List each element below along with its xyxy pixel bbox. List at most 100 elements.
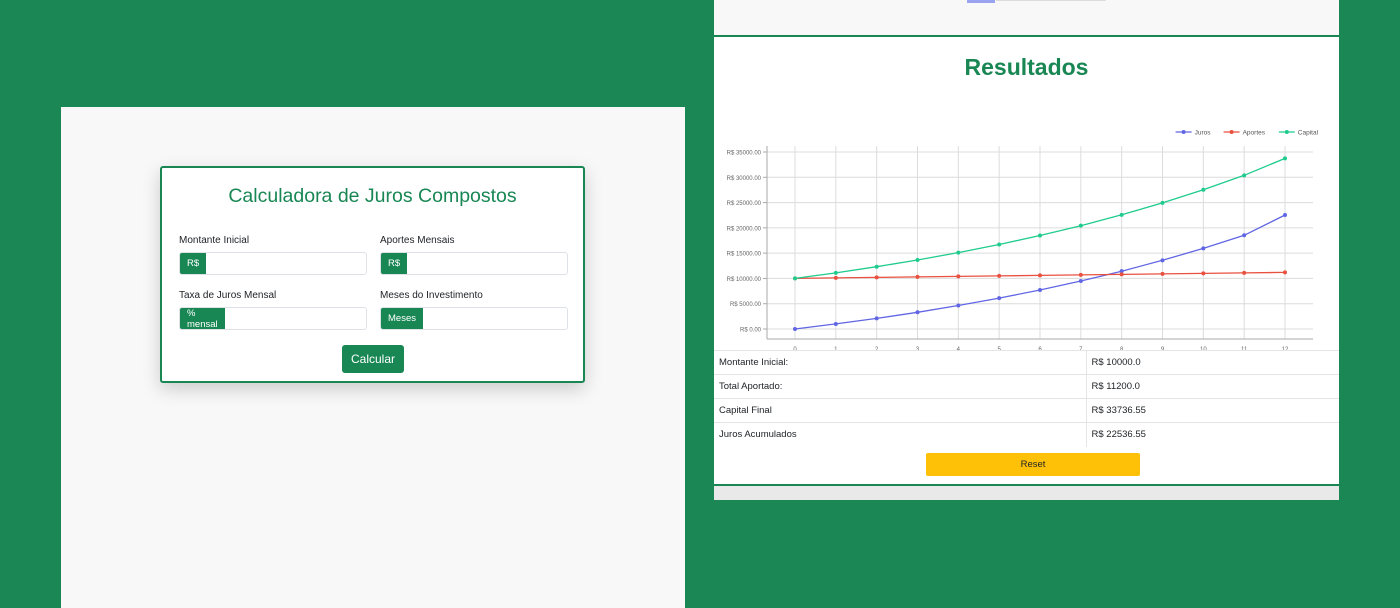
- results-chart: R$ 0.00 R$ 5000.00 R$ 10000.00 R$ 15000.00 R…: [727, 130, 1319, 351]
- monthly-contribution-field: Aportes Mensais R$: [380, 235, 568, 275]
- data-point-aportes: [997, 273, 1002, 278]
- x-tick-label: 10: [1200, 347, 1207, 350]
- investment-months-input[interactable]: [422, 308, 567, 329]
- top-strip-accent: [967, 0, 995, 3]
- y-tick-label: R$ 25000.00: [727, 201, 762, 207]
- percent-prefix: % mensal: [180, 308, 225, 329]
- data-point-capital: [956, 250, 961, 255]
- investment-months-group: Meses: [380, 307, 568, 330]
- data-point-capital: [1242, 173, 1247, 178]
- legend-label: Juros: [1195, 130, 1212, 137]
- data-point-capital: [874, 264, 879, 269]
- table-row: Juros Acumulados R$ 22536.55: [714, 422, 1339, 447]
- x-tick-label: 11: [1241, 347, 1248, 350]
- chart-grid: [767, 146, 1313, 339]
- results-title: Resultados: [964, 54, 1089, 80]
- y-tick-label: R$ 15000.00: [727, 252, 762, 258]
- data-point-juros: [997, 296, 1002, 301]
- initial-amount-field: Montante Inicial R$: [179, 235, 367, 275]
- row-label: Juros Acumulados: [714, 422, 1086, 447]
- x-tick-label: 3: [916, 347, 920, 350]
- legend-label: Capital: [1298, 130, 1319, 137]
- interest-rate-label: Taxa de Juros Mensal: [179, 290, 277, 301]
- x-tick-label: 1: [834, 347, 838, 350]
- data-point-aportes: [956, 274, 961, 279]
- chart-series: [793, 156, 1287, 331]
- chart-legend: Juros Aportes Capital: [1175, 130, 1319, 137]
- table-row: Total Aportado: R$ 11200.0: [714, 374, 1339, 399]
- monthly-contribution-input[interactable]: [407, 253, 567, 274]
- x-tick-label: 2: [875, 347, 879, 350]
- results-panel: Resultados R$ 0.00 R$ 5000.00 R$ 10000.00 R…: [714, 0, 1339, 500]
- y-tick-label: R$ 10000.00: [727, 277, 762, 283]
- row-value: R$ 11200.0: [1085, 374, 1339, 399]
- data-point-aportes: [1078, 272, 1083, 277]
- calculate-button[interactable]: Calcular: [342, 345, 404, 373]
- data-point-aportes: [1038, 273, 1042, 278]
- data-point-capital: [1119, 212, 1124, 217]
- data-point-juros: [1242, 233, 1247, 238]
- reset-button[interactable]: Reset: [926, 453, 1140, 476]
- chart-axes: R$ 0.00 R$ 5000.00 R$ 10000.00 R$ 15000.00 R…: [727, 146, 1313, 350]
- interest-rate-input[interactable]: [224, 308, 366, 329]
- y-tick-label: R$ 35000.00: [727, 151, 762, 157]
- legend-marker: [1181, 130, 1186, 134]
- data-point-aportes: [1242, 270, 1247, 275]
- table-row: Montante Inicial: R$ 10000.0: [714, 350, 1339, 375]
- data-point-juros: [833, 321, 838, 326]
- initial-amount-input[interactable]: [206, 253, 366, 274]
- row-label: Capital Final: [714, 398, 1086, 423]
- y-tick-label: R$ 20000.00: [727, 226, 762, 232]
- calculator-panel: Calculadora de Juros Compostos Montante …: [61, 107, 685, 608]
- legend-marker: [1229, 130, 1234, 134]
- months-prefix: Meses: [381, 308, 423, 329]
- data-point-juros: [915, 310, 920, 315]
- data-point-aportes: [1201, 271, 1206, 276]
- x-tick-label: 5: [997, 347, 1001, 350]
- data-point-capital: [1078, 223, 1083, 228]
- interest-rate-group: % mensal: [179, 307, 367, 330]
- y-tick-label: R$ 30000.00: [727, 176, 762, 182]
- data-point-juros: [793, 327, 797, 331]
- x-tick-label: 4: [957, 347, 961, 350]
- row-value: R$ 22536.55: [1085, 422, 1339, 447]
- monthly-contribution-label: Aportes Mensais: [380, 235, 455, 246]
- data-point-juros: [1038, 287, 1042, 292]
- x-tick-label: 7: [1079, 347, 1083, 350]
- row-value: R$ 33736.55: [1085, 398, 1339, 423]
- x-tick-label: 12: [1282, 347, 1289, 350]
- data-point-aportes: [1283, 270, 1287, 275]
- data-point-juros: [1283, 213, 1287, 218]
- data-point-capital: [997, 242, 1002, 247]
- data-point-juros: [874, 316, 879, 321]
- currency-prefix: R$: [381, 253, 408, 274]
- page-top-strip: [714, 0, 1339, 35]
- data-point-aportes: [915, 274, 920, 279]
- results-card: Resultados R$ 0.00 R$ 5000.00 R$ 10000.00 R…: [714, 35, 1339, 486]
- data-point-capital: [1038, 233, 1042, 238]
- legend-label: Aportes: [1243, 130, 1266, 137]
- y-tick-label: R$ 0.00: [740, 328, 762, 334]
- investment-months-field: Meses do Investimento Meses: [380, 290, 568, 330]
- legend-marker: [1284, 130, 1289, 134]
- x-tick-label: 0: [793, 347, 797, 350]
- data-point-capital: [1283, 156, 1287, 161]
- data-point-juros: [1160, 258, 1165, 263]
- data-point-aportes: [874, 275, 879, 280]
- data-point-capital: [915, 258, 920, 263]
- results-table: Montante Inicial: R$ 10000.0 Total Aport…: [714, 350, 1339, 447]
- x-tick-label: 8: [1120, 347, 1124, 350]
- data-point-juros: [956, 303, 961, 308]
- data-point-juros: [1119, 269, 1124, 274]
- data-point-capital: [833, 270, 838, 275]
- data-point-capital: [1201, 187, 1206, 192]
- y-tick-label: R$ 5000.00: [730, 302, 762, 308]
- initial-amount-label: Montante Inicial: [179, 235, 250, 246]
- top-strip-divider: [996, 0, 1106, 1]
- x-tick-label: 6: [1038, 347, 1042, 350]
- data-point-juros: [1201, 246, 1206, 251]
- monthly-contribution-group: R$: [380, 252, 568, 275]
- interest-rate-field: Taxa de Juros Mensal % mensal: [179, 290, 367, 330]
- row-label: Total Aportado:: [714, 374, 1086, 399]
- data-point-capital: [1160, 200, 1165, 205]
